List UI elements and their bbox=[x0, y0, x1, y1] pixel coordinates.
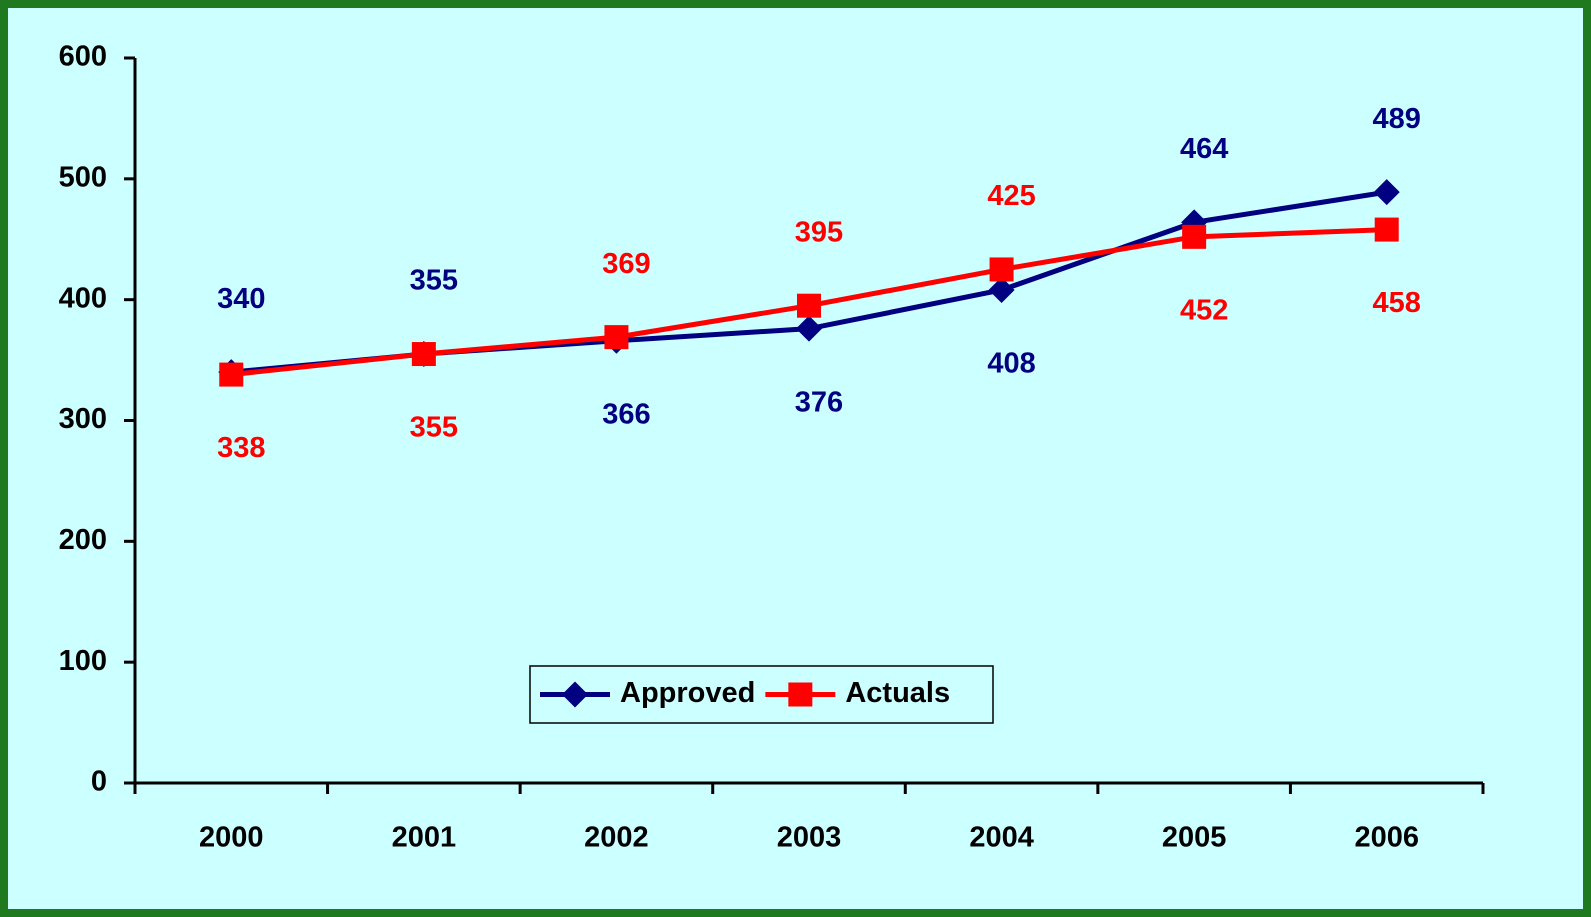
y-tick-label: 100 bbox=[59, 645, 107, 677]
data-label: 408 bbox=[987, 348, 1035, 380]
y-tick-label: 300 bbox=[59, 403, 107, 435]
legend-box bbox=[529, 665, 994, 724]
y-tick-label: 0 bbox=[91, 766, 107, 798]
data-label: 355 bbox=[410, 412, 458, 444]
data-label: 452 bbox=[1180, 294, 1228, 326]
x-tick-label: 2005 bbox=[1162, 822, 1227, 854]
x-tick-label: 2006 bbox=[1354, 822, 1419, 854]
marker bbox=[604, 325, 629, 350]
data-label: 340 bbox=[217, 283, 265, 315]
data-label: 338 bbox=[217, 432, 265, 464]
data-label: 425 bbox=[987, 180, 1035, 212]
legend-label: Actuals bbox=[845, 677, 950, 709]
marker bbox=[988, 277, 1015, 303]
data-label: 369 bbox=[602, 248, 650, 280]
data-label: 366 bbox=[602, 398, 650, 430]
y-tick-label: 400 bbox=[59, 282, 107, 314]
y-tick-label: 600 bbox=[59, 41, 107, 73]
legend-label: Approved bbox=[620, 677, 755, 709]
x-tick-label: 2000 bbox=[199, 822, 264, 854]
data-label: 489 bbox=[1373, 103, 1421, 135]
x-tick-label: 2002 bbox=[584, 822, 649, 854]
marker bbox=[788, 682, 813, 707]
marker bbox=[796, 315, 822, 342]
data-label: 458 bbox=[1373, 287, 1421, 319]
x-tick-label: 2004 bbox=[969, 822, 1034, 854]
x-tick-label: 2003 bbox=[777, 822, 842, 854]
data-label: 376 bbox=[795, 386, 843, 418]
marker bbox=[797, 293, 821, 318]
data-label: 464 bbox=[1180, 133, 1228, 165]
marker bbox=[1373, 179, 1400, 206]
marker bbox=[411, 342, 436, 367]
y-tick-label: 500 bbox=[59, 161, 107, 193]
x-tick-label: 2001 bbox=[392, 822, 457, 854]
marker bbox=[1374, 217, 1399, 242]
marker bbox=[1182, 224, 1207, 249]
marker bbox=[562, 681, 588, 708]
data-label: 355 bbox=[410, 265, 458, 297]
data-label: 395 bbox=[795, 216, 843, 248]
marker bbox=[989, 257, 1014, 282]
y-tick-label: 200 bbox=[59, 524, 107, 556]
marker bbox=[219, 362, 244, 387]
